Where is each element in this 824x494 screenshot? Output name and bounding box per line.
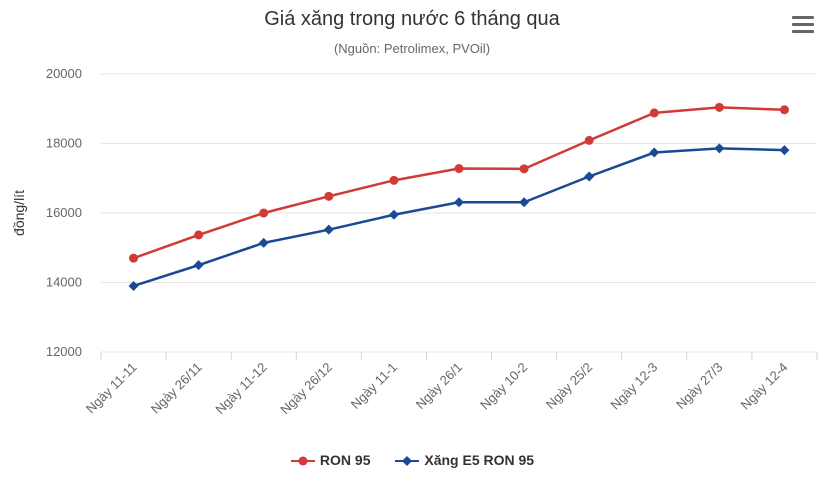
x-tick-label: Ngày 25/2 [543,360,596,413]
legend-item-ron95[interactable]: RON 95 [290,452,371,468]
x-tick-label: Ngày 27/3 [673,360,726,413]
y-tick-label: 16000 [46,205,82,220]
data-point[interactable] [454,197,464,208]
circle-marker-icon [290,456,315,466]
hamburger-menu-icon[interactable] [792,16,814,36]
data-point[interactable] [714,102,724,112]
data-point[interactable] [194,230,204,240]
y-axis-title: đồng/lít [11,190,27,236]
data-point[interactable] [714,143,725,154]
data-point[interactable] [779,145,790,156]
x-tick-label: Ngày 12-3 [607,360,660,413]
data-point[interactable] [649,108,659,118]
series-line [133,106,785,260]
chart-title: Giá xăng trong nước 6 tháng qua [264,8,560,30]
y-tick-label: 12000 [46,344,82,359]
legend-label-e5: Xăng E5 RON 95 [424,452,535,468]
data-point[interactable] [519,197,530,208]
legend-label-ron95: RON 95 [319,452,371,468]
data-point[interactable] [584,171,595,182]
data-point[interactable] [129,253,139,263]
data-point[interactable] [779,105,789,115]
chart-subtitle: (Nguồn: Petrolimex, PVOil) [333,41,491,56]
data-point[interactable] [454,164,464,174]
data-point[interactable] [388,209,399,220]
legend-item-e5[interactable]: Xăng E5 RON 95 [394,452,534,468]
data-point[interactable] [258,237,269,248]
x-tick-label: Ngày 26/1 [413,360,466,413]
data-point[interactable] [324,191,334,201]
chart-legend: RON 95 Xăng E5 RON 95 [0,452,824,468]
data-point[interactable] [389,175,399,185]
x-tick-label: Ngày 11-12 [212,360,269,417]
diamond-marker-icon [395,456,420,467]
data-point[interactable] [649,147,660,158]
data-point[interactable] [193,260,204,271]
x-tick-label: Ngày 10-2 [477,360,530,413]
x-tick-label: Ngày 11-11 [83,360,140,417]
x-tick-label: Ngày 26/11 [148,360,205,417]
data-point[interactable] [259,208,269,218]
y-tick-label: 18000 [46,136,82,151]
data-point[interactable] [584,135,594,145]
data-point[interactable] [128,280,139,291]
x-tick-label: Ngày 12-4 [738,360,791,413]
y-tick-label: 20000 [46,66,82,81]
x-tick-label: Ngày 11-1 [348,360,400,412]
x-tick-label: Ngày 26/12 [277,360,335,418]
data-point[interactable] [519,164,529,174]
y-tick-label: 14000 [46,275,82,290]
data-point[interactable] [323,224,334,235]
